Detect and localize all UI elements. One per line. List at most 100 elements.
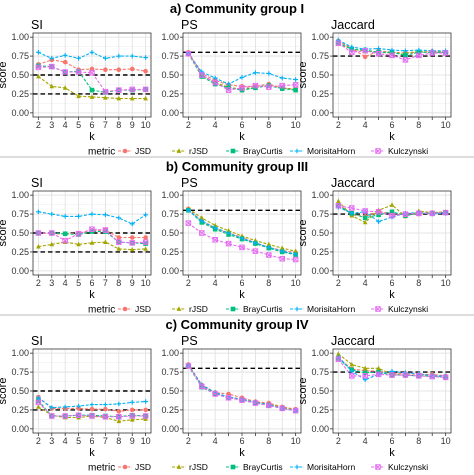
data-point-kulczynski: [129, 413, 135, 419]
y-tick-label: 1.00: [161, 190, 179, 200]
data-point-jsd: [103, 67, 108, 73]
data-point-kulczynski: [225, 87, 232, 93]
y-tick-label: 0.00: [311, 424, 329, 434]
legend-label-jsd: JSD: [135, 304, 151, 314]
data-point-jsd: [103, 406, 108, 412]
data-point-kulczynski: [35, 64, 42, 71]
data-point-morisitahorn: [293, 251, 298, 257]
data-point-braycurtis: [103, 229, 108, 234]
x-axis-title: k: [239, 447, 245, 459]
panel-title: Jaccard: [331, 18, 375, 32]
y-tick-label: 1.00: [311, 190, 329, 200]
data-point-rjsd: [143, 95, 148, 101]
data-point-morisitahorn: [389, 47, 395, 53]
y-tick-label: 0.50: [161, 70, 179, 80]
data-point-morisitahorn: [76, 403, 81, 409]
data-point-kulczynski: [75, 412, 82, 418]
legend-label-kulczynski: Kulczynski: [388, 462, 428, 472]
legend-key-morisitahorn: [294, 148, 300, 154]
panel-title: SI: [31, 18, 43, 32]
y-tick-label: 0.50: [11, 386, 29, 396]
data-point-braycurtis: [212, 81, 218, 87]
legend-label-braycurtis: BrayCurtis: [243, 146, 283, 156]
data-point-morisitahorn: [199, 69, 205, 75]
legend-key-jsd: [122, 464, 128, 470]
data-point-braycurtis: [36, 63, 41, 69]
data-point-kulczynski: [266, 402, 272, 409]
data-point-kulczynski: [416, 210, 422, 217]
y-axis-title: score: [0, 220, 9, 247]
data-point-jsd: [129, 66, 135, 72]
data-point-kulczynski: [292, 82, 299, 88]
data-point-kulczynski: [116, 413, 122, 420]
data-point-kulczynski: [335, 203, 342, 209]
series-line-jsd: [187, 52, 296, 90]
data-point-kulczynski: [292, 407, 299, 414]
legend-label-braycurtis: BrayCurtis: [243, 462, 283, 472]
x-tick-label: 8: [266, 436, 271, 446]
y-tick-label: 0.50: [311, 70, 329, 80]
data-point-morisitahorn: [376, 219, 381, 224]
y-tick-label: 0.25: [311, 247, 329, 257]
x-tick-label: 6: [239, 278, 244, 288]
x-tick-label: 2: [186, 120, 191, 130]
data-point-morisitahorn: [143, 212, 148, 218]
data-point-kulczynski: [49, 413, 55, 419]
data-point-morisitahorn: [116, 215, 122, 221]
data-point-kulczynski: [62, 69, 68, 75]
legend-label-jsd: JSD: [135, 462, 151, 472]
data-point-kulczynski: [266, 252, 272, 258]
data-point-kulczynski: [185, 363, 192, 369]
x-tick-label: 5: [76, 278, 81, 288]
data-point-kulczynski: [416, 52, 422, 59]
data-point-braycurtis: [266, 83, 272, 88]
y-tick-label: 0.25: [161, 89, 179, 99]
data-point-morisitahorn: [279, 75, 285, 81]
legend-key-morisitahorn: [294, 464, 300, 470]
panel-title: Jaccard: [331, 334, 375, 348]
data-point-rjsd: [36, 73, 41, 79]
data-point-morisitahorn: [416, 47, 422, 53]
data-point-rjsd: [362, 365, 368, 371]
panel-title: SI: [31, 176, 43, 190]
data-point-morisitahorn: [186, 207, 191, 213]
x-tick-label: 2: [336, 278, 341, 288]
data-point-kulczynski: [75, 231, 82, 237]
legend-key-kulczynski: [375, 148, 381, 154]
data-point-braycurtis: [103, 413, 108, 419]
data-point-kulczynski: [279, 82, 285, 89]
data-point-morisitahorn: [103, 56, 108, 61]
y-tick-label: 0.75: [161, 209, 179, 219]
y-tick-label: 1.00: [11, 32, 29, 42]
data-point-morisitahorn: [143, 55, 148, 60]
y-tick-label: 0.50: [311, 386, 329, 396]
x-tick-label: 7: [103, 436, 108, 446]
data-point-kulczynski: [142, 239, 149, 245]
data-point-kulczynski: [279, 405, 285, 412]
data-point-rjsd: [226, 228, 231, 233]
data-point-kulczynski: [442, 50, 449, 56]
data-point-morisitahorn: [49, 211, 55, 217]
x-tick-label: 10: [441, 436, 451, 446]
x-axis-title: k: [89, 131, 95, 143]
legend-key-jsd: [122, 306, 128, 312]
x-tick-label: 6: [89, 120, 94, 130]
x-tick-label: 8: [416, 120, 421, 130]
x-tick-label: 8: [116, 436, 121, 446]
y-axis-title: score: [297, 220, 309, 247]
data-point-rjsd: [89, 240, 95, 245]
x-tick-label: 10: [291, 436, 301, 446]
y-tick-label: 0.00: [311, 108, 329, 118]
data-point-rjsd: [116, 95, 122, 101]
x-tick-label: 2: [36, 120, 41, 130]
data-point-kulczynski: [239, 244, 245, 251]
data-point-morisitahorn: [253, 240, 258, 246]
y-tick-label: 0.00: [161, 108, 179, 118]
data-point-morisitahorn: [129, 221, 135, 227]
data-point-kulczynski: [266, 84, 272, 90]
data-point-morisitahorn: [349, 44, 355, 50]
data-point-morisitahorn: [103, 402, 108, 407]
series-line-morisitahorn: [337, 356, 446, 381]
data-point-morisitahorn: [89, 49, 95, 55]
